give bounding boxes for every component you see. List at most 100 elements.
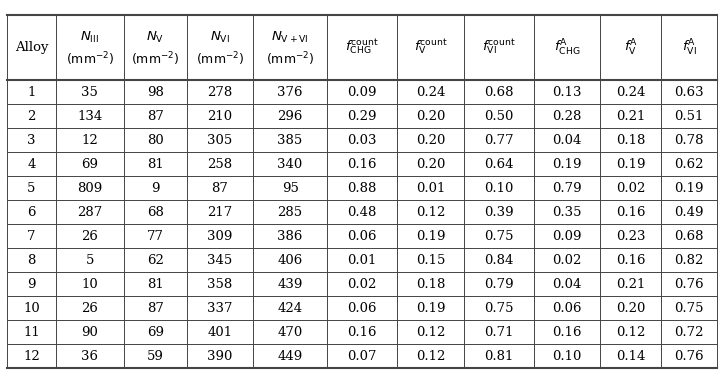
Text: 2: 2	[27, 110, 35, 123]
Text: 0.39: 0.39	[484, 206, 513, 219]
Text: $N_{\rm III}$: $N_{\rm III}$	[80, 30, 99, 45]
Text: $f_{\rm VI}^{\rm A}$: $f_{\rm VI}^{\rm A}$	[682, 38, 696, 58]
Text: 0.81: 0.81	[485, 350, 513, 363]
Text: $N_{\rm VI}$: $N_{\rm VI}$	[210, 30, 230, 45]
Text: 26: 26	[81, 230, 98, 243]
Text: 0.68: 0.68	[675, 230, 704, 243]
Text: $(\rm mm^{-2})$: $(\rm mm^{-2})$	[131, 51, 180, 68]
Text: 134: 134	[77, 110, 102, 123]
Text: 0.03: 0.03	[348, 134, 377, 147]
Text: 1: 1	[27, 86, 35, 99]
Text: 449: 449	[278, 350, 303, 363]
Text: 95: 95	[282, 182, 298, 195]
Text: 4: 4	[27, 158, 35, 171]
Text: $(\rm mm^{-2})$: $(\rm mm^{-2})$	[266, 51, 314, 68]
Text: 0.12: 0.12	[416, 206, 446, 219]
Text: 12: 12	[23, 350, 40, 363]
Text: 0.18: 0.18	[416, 278, 446, 291]
Text: 0.19: 0.19	[552, 158, 582, 171]
Text: 0.76: 0.76	[674, 350, 704, 363]
Text: 809: 809	[77, 182, 102, 195]
Text: $f_{\rm CHG}^{\rm A}$: $f_{\rm CHG}^{\rm A}$	[554, 38, 580, 58]
Text: 7: 7	[27, 230, 35, 243]
Text: 340: 340	[278, 158, 303, 171]
Text: 0.20: 0.20	[416, 134, 446, 147]
Text: 0.16: 0.16	[348, 326, 377, 339]
Text: 0.06: 0.06	[348, 230, 377, 243]
Text: 470: 470	[278, 326, 303, 339]
Text: 0.10: 0.10	[485, 182, 513, 195]
Text: 87: 87	[147, 110, 164, 123]
Text: 0.48: 0.48	[348, 206, 377, 219]
Text: 309: 309	[207, 230, 233, 243]
Text: 0.19: 0.19	[675, 182, 704, 195]
Text: 10: 10	[23, 302, 40, 315]
Text: 258: 258	[208, 158, 232, 171]
Text: 0.29: 0.29	[348, 110, 377, 123]
Text: $(\rm mm^{-2})$: $(\rm mm^{-2})$	[66, 51, 114, 68]
Text: 0.02: 0.02	[616, 182, 645, 195]
Text: 0.88: 0.88	[348, 182, 377, 195]
Text: 35: 35	[81, 86, 98, 99]
Text: $N_{\rm V}$: $N_{\rm V}$	[146, 30, 164, 45]
Text: 6: 6	[27, 206, 35, 219]
Text: 401: 401	[208, 326, 232, 339]
Text: 0.14: 0.14	[616, 350, 645, 363]
Text: 8: 8	[27, 254, 35, 267]
Text: 0.16: 0.16	[616, 254, 645, 267]
Text: 390: 390	[207, 350, 233, 363]
Text: 0.50: 0.50	[485, 110, 513, 123]
Text: 80: 80	[147, 134, 164, 147]
Text: 287: 287	[77, 206, 102, 219]
Text: 0.35: 0.35	[552, 206, 582, 219]
Text: 0.75: 0.75	[675, 302, 704, 315]
Text: $f_{\rm V}^{\rm count}$: $f_{\rm V}^{\rm count}$	[414, 38, 448, 57]
Text: 26: 26	[81, 302, 98, 315]
Text: 439: 439	[278, 278, 303, 291]
Text: 12: 12	[81, 134, 98, 147]
Text: $f_{\rm VI}^{\rm count}$: $f_{\rm VI}^{\rm count}$	[482, 38, 516, 57]
Text: 0.16: 0.16	[552, 326, 582, 339]
Text: 69: 69	[147, 326, 164, 339]
Text: 337: 337	[207, 302, 233, 315]
Text: 0.64: 0.64	[484, 158, 513, 171]
Text: 0.12: 0.12	[616, 326, 645, 339]
Text: 0.79: 0.79	[484, 278, 513, 291]
Text: 0.20: 0.20	[616, 302, 645, 315]
Text: 0.78: 0.78	[675, 134, 704, 147]
Text: 81: 81	[147, 278, 164, 291]
Text: 0.82: 0.82	[675, 254, 704, 267]
Text: 0.23: 0.23	[616, 230, 645, 243]
Text: 0.24: 0.24	[616, 86, 645, 99]
Text: 0.84: 0.84	[485, 254, 513, 267]
Text: 0.13: 0.13	[552, 86, 582, 99]
Text: 0.75: 0.75	[484, 302, 513, 315]
Text: 0.21: 0.21	[616, 110, 645, 123]
Text: $f_{\rm V}^{\rm A}$: $f_{\rm V}^{\rm A}$	[624, 38, 637, 58]
Text: 385: 385	[278, 134, 303, 147]
Text: 424: 424	[278, 302, 303, 315]
Text: 90: 90	[81, 326, 98, 339]
Text: 0.09: 0.09	[348, 86, 377, 99]
Text: 0.12: 0.12	[416, 350, 446, 363]
Text: 210: 210	[208, 110, 232, 123]
Text: 98: 98	[147, 86, 164, 99]
Text: 0.16: 0.16	[348, 158, 377, 171]
Text: 296: 296	[278, 110, 303, 123]
Text: 5: 5	[27, 182, 35, 195]
Text: 0.06: 0.06	[552, 302, 582, 315]
Text: 87: 87	[147, 302, 164, 315]
Text: 59: 59	[147, 350, 164, 363]
Text: 0.21: 0.21	[616, 278, 645, 291]
Text: 81: 81	[147, 158, 164, 171]
Text: 0.19: 0.19	[416, 302, 446, 315]
Text: 77: 77	[147, 230, 164, 243]
Text: 0.71: 0.71	[484, 326, 513, 339]
Text: 0.18: 0.18	[616, 134, 645, 147]
Text: 0.04: 0.04	[552, 134, 582, 147]
Text: 0.76: 0.76	[674, 278, 704, 291]
Text: 0.28: 0.28	[552, 110, 582, 123]
Text: 62: 62	[147, 254, 164, 267]
Text: 0.10: 0.10	[552, 350, 582, 363]
Text: 0.15: 0.15	[416, 254, 446, 267]
